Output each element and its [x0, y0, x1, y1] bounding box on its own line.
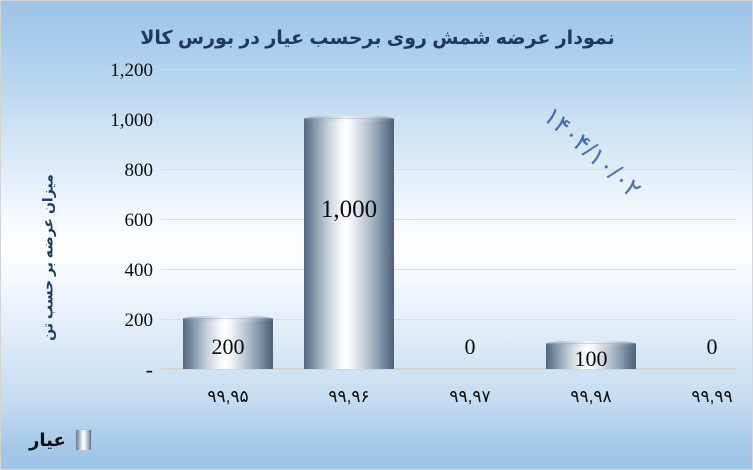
bar-series-4[interactable] — [546, 341, 636, 369]
gridline-1200 — [161, 69, 736, 70]
gridline-1000 — [161, 119, 736, 120]
plot-area: 200 1,000 0 100 0 — [161, 69, 736, 371]
chart-legend: عیار — [29, 429, 92, 451]
y-tick-label: 800 — [124, 160, 154, 181]
x-tick-label: ۹۹,۹۵ — [207, 387, 249, 406]
x-tick-label: ۹۹,۹۸ — [570, 387, 612, 406]
gridline-200 — [161, 319, 736, 320]
legend-swatch-icon — [74, 429, 92, 451]
bar-top-ellipse-icon — [546, 341, 636, 347]
bar-value-label: 200 — [211, 334, 245, 359]
y-tick-label: 200 — [124, 310, 154, 331]
y-tick-label: 1,200 — [110, 60, 153, 81]
bar-series-2[interactable] — [304, 116, 394, 369]
x-tick-label: ۹۹,۹۷ — [449, 387, 491, 406]
gridline-400 — [161, 269, 736, 270]
axis-baseline — [161, 368, 736, 370]
bar-top-ellipse-icon — [183, 316, 273, 322]
x-tick-label: ۹۹,۹۹ — [691, 387, 733, 406]
y-tick-label: 1,000 — [110, 110, 153, 131]
gridline-800 — [161, 169, 736, 170]
bar-value-label: 0 — [706, 334, 718, 359]
x-tick-label: ۹۹,۹۶ — [328, 387, 370, 406]
y-tick-label: 400 — [124, 260, 154, 281]
gridline-600 — [161, 219, 736, 220]
legend-item-label: عیار — [29, 429, 66, 450]
x-axis-tick-labels: ۹۹,۹۵ ۹۹,۹۶ ۹۹,۹۷ ۹۹,۹۸ ۹۹,۹۹ — [161, 387, 736, 417]
y-axis-tick-labels: 1,200 1,000 800 600 400 200 - — [61, 1, 154, 469]
bar-series-1[interactable] — [183, 316, 273, 369]
y-axis-title: میزان عرضه بر حسب تن — [39, 174, 56, 341]
bar-value-label: 1,000 — [320, 196, 378, 223]
chart-title: نمودار عرضه شمش روی برحسب عیار در بورس ک… — [140, 28, 615, 49]
bar-top-ellipse-icon — [304, 116, 394, 122]
y-tick-label: 600 — [124, 210, 154, 231]
bar-value-label: 100 — [574, 346, 608, 371]
y-tick-label-zero: - — [145, 357, 153, 382]
bar-value-label: 0 — [464, 334, 476, 359]
